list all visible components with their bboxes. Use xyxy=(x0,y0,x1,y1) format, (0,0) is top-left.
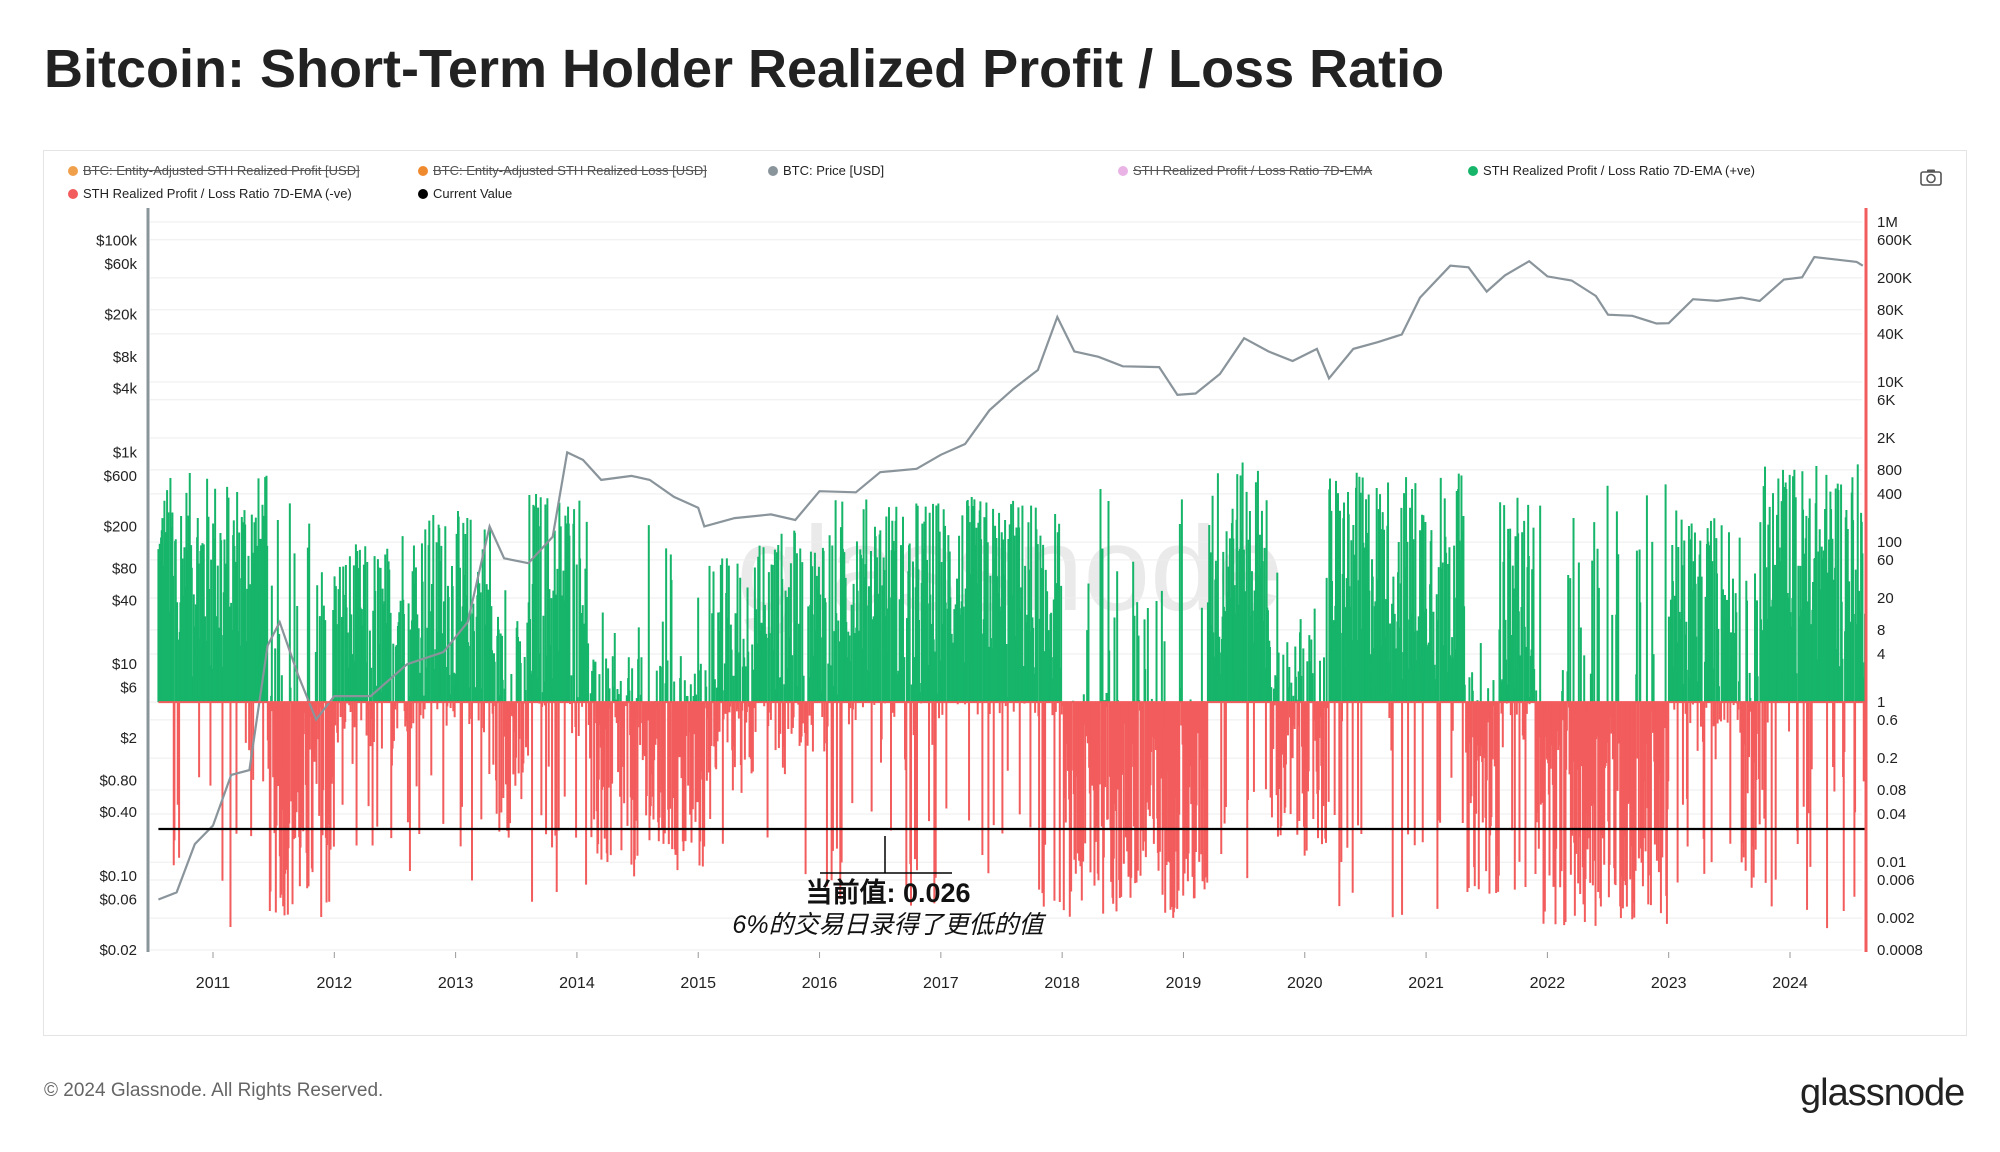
legend-item-current-value[interactable]: Current Value xyxy=(418,186,512,201)
brand-logo: glassnode xyxy=(1800,1072,1965,1114)
legend-label: BTC: Entity-Adjusted STH Realized Profit… xyxy=(83,163,360,178)
camera-icon[interactable] xyxy=(1920,168,1942,186)
legend-item-ratio-ema[interactable]: STH Realized Profit / Loss Ratio 7D-EMA xyxy=(1118,163,1372,178)
footer-copyright: © 2024 Glassnode. All Rights Reserved. xyxy=(44,1080,384,1101)
legend-label: Current Value xyxy=(433,186,513,201)
legend-item-ratio-positive[interactable]: STH Realized Profit / Loss Ratio 7D-EMA … xyxy=(1468,163,1755,178)
legend-dot-icon xyxy=(68,165,78,176)
legend-dot-icon xyxy=(68,188,78,199)
legend-label: STH Realized Profit / Loss Ratio 7D-EMA … xyxy=(1483,163,1756,178)
legend-dot-icon xyxy=(768,165,778,176)
legend-item-btc-price[interactable]: BTC: Price [USD] xyxy=(768,163,884,178)
page-title: Bitcoin: Short-Term Holder Realized Prof… xyxy=(44,39,1445,99)
legend-label: STH Realized Profit / Loss Ratio 7D-EMA … xyxy=(83,186,352,201)
legend-dot-icon xyxy=(1118,165,1128,176)
legend-item-ratio-negative[interactable]: STH Realized Profit / Loss Ratio 7D-EMA … xyxy=(68,186,352,201)
legend-item-sth-realized-loss[interactable]: BTC: Entity-Adjusted STH Realized Loss [… xyxy=(418,163,707,178)
legend-dot-icon xyxy=(1468,165,1478,176)
legend-dot-icon xyxy=(418,188,428,199)
legend-item-sth-realized-profit[interactable]: BTC: Entity-Adjusted STH Realized Profit… xyxy=(68,163,360,178)
legend-label: BTC: Price [USD] xyxy=(783,163,885,178)
legend-dot-icon xyxy=(418,165,428,176)
chart-frame xyxy=(43,150,1967,1036)
legend-label: BTC: Entity-Adjusted STH Realized Loss [… xyxy=(433,163,707,178)
legend-label: STH Realized Profit / Loss Ratio 7D-EMA xyxy=(1133,163,1373,178)
